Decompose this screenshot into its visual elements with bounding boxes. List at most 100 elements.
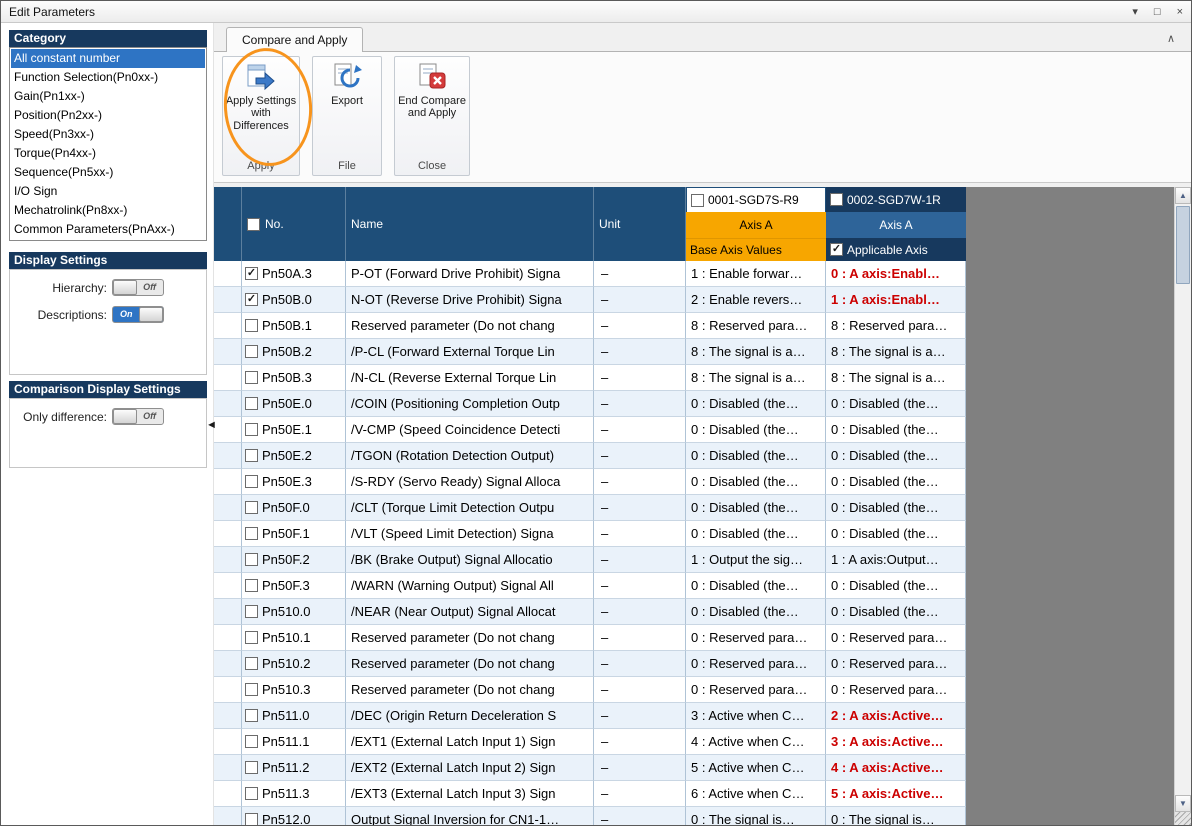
row-applicable-axis-value[interactable]: 0 : Disabled (the… [826, 417, 966, 443]
table-row[interactable]: Pn50F.3 /WARN (Warning Output) Signal Al… [214, 573, 966, 599]
export-button[interactable]: Export [313, 57, 381, 159]
row-checkbox[interactable] [245, 787, 258, 800]
row-checkbox[interactable] [245, 501, 258, 514]
apply-settings-with-differences-button[interactable]: Apply Settings with Differences [223, 57, 299, 159]
row-applicable-axis-value[interactable]: 0 : A axis:Enabl… [826, 261, 966, 287]
table-row[interactable]: Pn510.0 /NEAR (Near Output) Signal Alloc… [214, 599, 966, 625]
row-applicable-axis-value[interactable]: 2 : A axis:Active… [826, 703, 966, 729]
row-applicable-axis-value[interactable]: 4 : A axis:Active… [826, 755, 966, 781]
row-applicable-axis-value[interactable]: 8 : The signal is a… [826, 339, 966, 365]
row-applicable-axis-value[interactable]: 5 : A axis:Active… [826, 781, 966, 807]
device1-header[interactable]: 0001-SGD7S-R9 [686, 187, 826, 212]
device2-header[interactable]: 0002-SGD7W-1R [826, 187, 966, 212]
table-row[interactable]: Pn50E.1 /V-CMP (Speed Coincidence Detect… [214, 417, 966, 443]
descriptions-toggle[interactable]: On [112, 306, 164, 323]
row-applicable-axis-value[interactable]: 0 : Disabled (the… [826, 495, 966, 521]
table-row[interactable]: Pn510.2 Reserved parameter (Do not chang… [214, 651, 966, 677]
category-item[interactable]: Speed(Pn3xx-) [11, 125, 205, 144]
row-checkbox[interactable] [245, 553, 258, 566]
table-row[interactable]: Pn50B.2 /P-CL (Forward External Torque L… [214, 339, 966, 365]
row-applicable-axis-value[interactable]: 0 : Disabled (the… [826, 573, 966, 599]
table-row[interactable]: Pn50F.2 /BK (Brake Output) Signal Alloca… [214, 547, 966, 573]
hierarchy-toggle[interactable]: Off [112, 279, 164, 296]
select-all-checkbox[interactable] [247, 217, 260, 231]
scroll-up-icon[interactable]: ▲ [1175, 187, 1191, 204]
row-checkbox[interactable] [245, 267, 258, 280]
row-checkbox[interactable] [245, 319, 258, 332]
category-item[interactable]: Gain(Pn1xx-) [11, 87, 205, 106]
table-row[interactable]: Pn50F.0 /CLT (Torque Limit Detection Out… [214, 495, 966, 521]
row-checkbox[interactable] [245, 579, 258, 592]
table-row[interactable]: Pn510.3 Reserved parameter (Do not chang… [214, 677, 966, 703]
row-checkbox[interactable] [245, 813, 258, 825]
device1-checkbox[interactable] [691, 193, 704, 207]
category-item[interactable]: All constant number [11, 49, 205, 68]
resize-grip-icon[interactable] [1175, 812, 1191, 825]
row-applicable-axis-value[interactable]: 0 : Disabled (the… [826, 599, 966, 625]
table-row[interactable]: Pn511.1 /EXT1 (External Latch Input 1) S… [214, 729, 966, 755]
row-checkbox[interactable] [245, 709, 258, 722]
window-menu-icon[interactable]: ▾ [1132, 6, 1138, 18]
table-row[interactable]: Pn511.3 /EXT3 (External Latch Input 3) S… [214, 781, 966, 807]
category-item[interactable]: I/O Sign [11, 182, 205, 201]
row-checkbox[interactable] [245, 527, 258, 540]
ribbon-collapse-icon[interactable]: ∧ [1166, 33, 1175, 45]
category-item[interactable]: Mechatrolink(Pn8xx-) [11, 201, 205, 220]
sidebar-collapse-icon[interactable]: ◄ [206, 419, 217, 431]
row-applicable-axis-value[interactable]: 0 : Disabled (the… [826, 469, 966, 495]
end-compare-and-apply-button[interactable]: End Compare and Apply [395, 57, 469, 159]
row-applicable-axis-value[interactable]: 3 : A axis:Active… [826, 729, 966, 755]
category-item[interactable]: Common Parameters(PnAxx-) [11, 220, 205, 239]
table-row[interactable]: Pn511.0 /DEC (Origin Return Deceleration… [214, 703, 966, 729]
scrollbar-track[interactable] [1175, 284, 1191, 795]
row-applicable-axis-value[interactable]: 8 : Reserved para… [826, 313, 966, 339]
table-row[interactable]: Pn50B.1 Reserved parameter (Do not chang… [214, 313, 966, 339]
row-applicable-axis-value[interactable]: 0 : Reserved para… [826, 625, 966, 651]
table-row[interactable]: Pn50B.3 /N-CL (Reverse External Torque L… [214, 365, 966, 391]
table-row[interactable]: Pn50A.3 P-OT (Forward Drive Prohibit) Si… [214, 261, 966, 287]
table-row[interactable]: Pn512.0 Output Signal Inversion for CN1-… [214, 807, 966, 825]
category-item[interactable]: Sequence(Pn5xx-) [11, 163, 205, 182]
row-applicable-axis-value[interactable]: 1 : A axis:Enabl… [826, 287, 966, 313]
table-row[interactable]: Pn50E.2 /TGON (Rotation Detection Output… [214, 443, 966, 469]
row-checkbox[interactable] [245, 397, 258, 410]
scroll-down-icon[interactable]: ▼ [1175, 795, 1191, 812]
close-icon[interactable]: × [1176, 5, 1183, 18]
row-applicable-axis-value[interactable]: 8 : The signal is a… [826, 365, 966, 391]
row-checkbox[interactable] [245, 475, 258, 488]
row-checkbox[interactable] [245, 293, 258, 306]
row-checkbox[interactable] [245, 657, 258, 670]
only-difference-toggle[interactable]: Off [112, 408, 164, 425]
row-applicable-axis-value[interactable]: 0 : Reserved para… [826, 677, 966, 703]
row-applicable-axis-value[interactable]: 0 : Disabled (the… [826, 391, 966, 417]
row-checkbox[interactable] [245, 605, 258, 618]
category-item[interactable]: Torque(Pn4xx-) [11, 144, 205, 163]
table-row[interactable]: Pn510.1 Reserved parameter (Do not chang… [214, 625, 966, 651]
row-checkbox[interactable] [245, 761, 258, 774]
category-item[interactable]: Function Selection(Pn0xx-) [11, 68, 205, 87]
row-applicable-axis-value[interactable]: 1 : A axis:Output… [826, 547, 966, 573]
table-row[interactable]: Pn511.2 /EXT2 (External Latch Input 2) S… [214, 755, 966, 781]
row-checkbox[interactable] [245, 345, 258, 358]
row-checkbox[interactable] [245, 449, 258, 462]
row-applicable-axis-value[interactable]: 0 : The signal is… [826, 807, 966, 825]
scrollbar-thumb[interactable] [1176, 206, 1190, 284]
device2-checkbox[interactable] [830, 193, 843, 206]
row-checkbox[interactable] [245, 423, 258, 436]
table-row[interactable]: Pn50B.0 N-OT (Reverse Drive Prohibit) Si… [214, 287, 966, 313]
row-applicable-axis-value[interactable]: 0 : Disabled (the… [826, 443, 966, 469]
tab-compare-and-apply[interactable]: Compare and Apply [226, 27, 364, 52]
vertical-scrollbar[interactable]: ▲ ▼ [1174, 187, 1191, 825]
row-checkbox[interactable] [245, 683, 258, 696]
row-checkbox[interactable] [245, 735, 258, 748]
maximize-icon[interactable]: □ [1153, 5, 1161, 18]
titlebar[interactable]: Edit Parameters ▾ □ × [1, 1, 1191, 23]
applicable-axis-checkbox[interactable] [830, 243, 843, 256]
row-applicable-axis-value[interactable]: 0 : Reserved para… [826, 651, 966, 677]
table-row[interactable]: Pn50F.1 /VLT (Speed Limit Detection) Sig… [214, 521, 966, 547]
row-checkbox[interactable] [245, 371, 258, 384]
table-row[interactable]: Pn50E.0 /COIN (Positioning Completion Ou… [214, 391, 966, 417]
row-applicable-axis-value[interactable]: 0 : Disabled (the… [826, 521, 966, 547]
table-row[interactable]: Pn50E.3 /S-RDY (Servo Ready) Signal Allo… [214, 469, 966, 495]
row-checkbox[interactable] [245, 631, 258, 644]
